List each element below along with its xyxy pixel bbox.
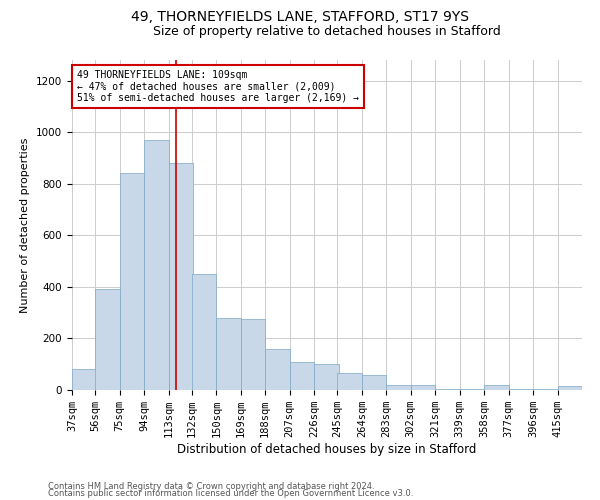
Text: Contains HM Land Registry data © Crown copyright and database right 2024.: Contains HM Land Registry data © Crown c… [48,482,374,491]
Bar [533,388,557,390]
Bar [386,385,411,390]
Bar [192,274,216,390]
Bar [509,388,533,390]
Bar [435,388,460,390]
Bar [337,373,362,390]
X-axis label: Distribution of detached houses by size in Stafford: Distribution of detached houses by size … [178,443,476,456]
Bar [314,364,338,390]
Bar [72,370,97,390]
Text: 49 THORNEYFIELDS LANE: 109sqm
← 47% of detached houses are smaller (2,009)
51% o: 49 THORNEYFIELDS LANE: 109sqm ← 47% of d… [77,70,359,103]
Bar [216,318,241,390]
Bar [144,140,169,390]
Y-axis label: Number of detached properties: Number of detached properties [20,138,31,312]
Text: Contains public sector information licensed under the Open Government Licence v3: Contains public sector information licen… [48,489,413,498]
Bar [290,362,314,390]
Bar [95,290,119,390]
Text: 49, THORNEYFIELDS LANE, STAFFORD, ST17 9YS: 49, THORNEYFIELDS LANE, STAFFORD, ST17 9… [131,10,469,24]
Bar [411,385,435,390]
Bar [484,385,509,390]
Bar [119,174,144,390]
Bar [557,386,582,390]
Bar [362,374,386,390]
Bar [265,349,290,390]
Bar [460,388,484,390]
Bar [169,163,193,390]
Title: Size of property relative to detached houses in Stafford: Size of property relative to detached ho… [153,25,501,38]
Bar [241,319,265,390]
